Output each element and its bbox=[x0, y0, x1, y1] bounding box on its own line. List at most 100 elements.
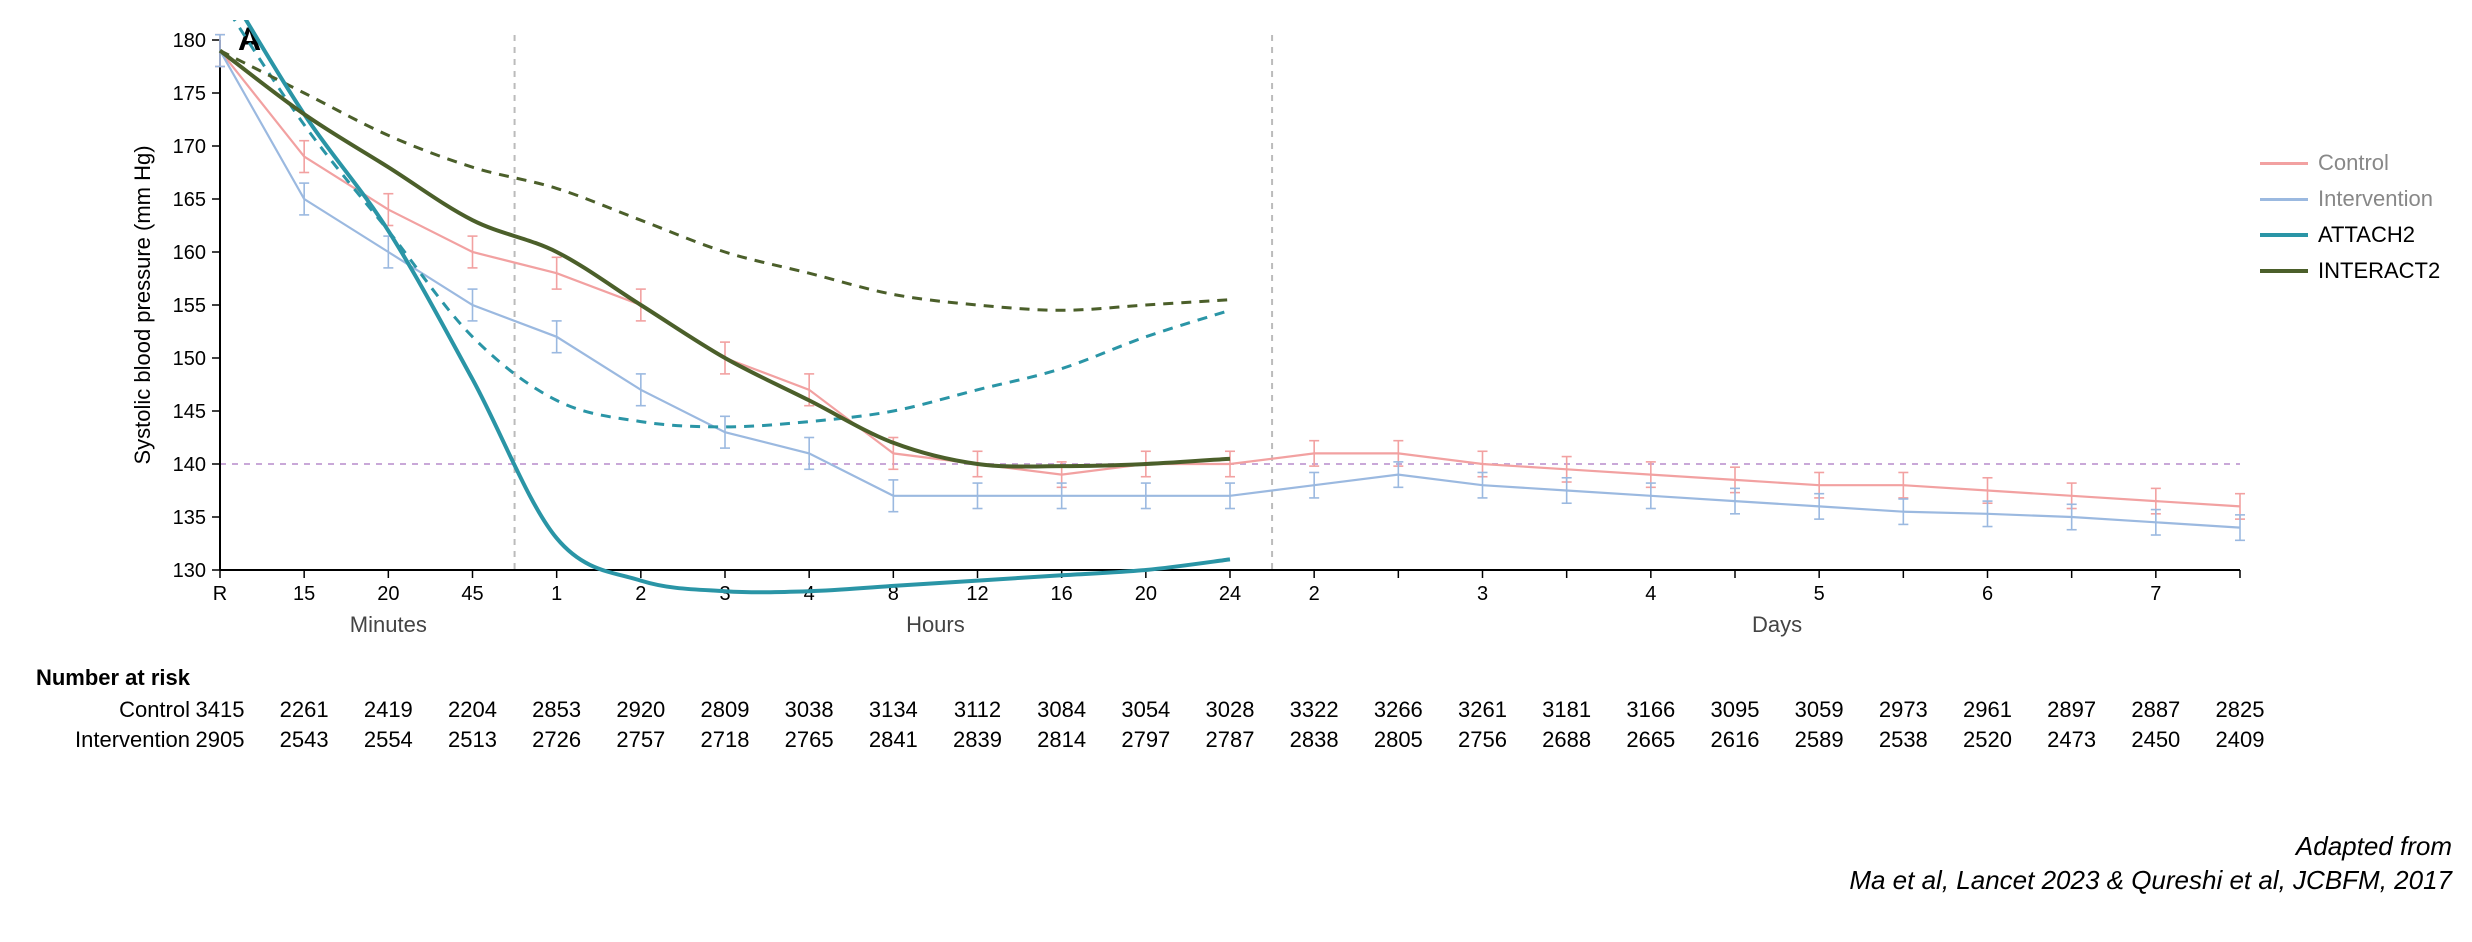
risk-cell: 2473 bbox=[2032, 727, 2112, 753]
risk-cell: 2718 bbox=[685, 727, 765, 753]
x-tick-label: 6 bbox=[1982, 583, 1993, 605]
legend-swatch bbox=[2260, 162, 2308, 165]
risk-cell: 2757 bbox=[601, 727, 681, 753]
x-section-label: Hours bbox=[906, 612, 965, 637]
risk-cell: 3095 bbox=[1695, 697, 1775, 723]
risk-cell: 2756 bbox=[1443, 727, 1523, 753]
risk-cell: 2543 bbox=[264, 727, 344, 753]
risk-cell: 2688 bbox=[1527, 727, 1607, 753]
risk-title: Number at risk bbox=[20, 665, 190, 691]
legend-item: Control bbox=[2260, 150, 2440, 176]
risk-cell: 2809 bbox=[685, 697, 765, 723]
x-tick-label: 12 bbox=[966, 583, 988, 605]
x-tick-label: R bbox=[213, 583, 227, 605]
y-tick-label: 180 bbox=[173, 30, 206, 52]
risk-cell: 2825 bbox=[2200, 697, 2280, 723]
y-tick-label: 155 bbox=[173, 295, 206, 317]
legend: Control Intervention ATTACH2 INTERACT2 bbox=[2260, 150, 2440, 294]
x-tick-label: 7 bbox=[2150, 583, 2161, 605]
y-tick-label: 130 bbox=[173, 560, 206, 582]
risk-cell: 3054 bbox=[1106, 697, 1186, 723]
x-section-label: Days bbox=[1752, 612, 1802, 637]
x-tick-label: 45 bbox=[461, 583, 483, 605]
attach2-solid-line bbox=[220, 20, 1230, 592]
risk-cell: 2726 bbox=[517, 727, 597, 753]
risk-cell: 2841 bbox=[853, 727, 933, 753]
line-chart: A130135140145150155160165170175180Systol… bbox=[20, 20, 2452, 640]
risk-cell: 3415 bbox=[180, 697, 260, 723]
x-tick-label: 20 bbox=[1135, 583, 1157, 605]
y-tick-label: 145 bbox=[173, 401, 206, 423]
risk-cell: 3181 bbox=[1527, 697, 1607, 723]
y-tick-label: 170 bbox=[173, 136, 206, 158]
risk-cell: 2450 bbox=[2116, 727, 2196, 753]
legend-label: INTERACT2 bbox=[2318, 258, 2440, 284]
x-tick-label: 2 bbox=[635, 583, 646, 605]
y-axis-title: Systolic blood pressure (mm Hg) bbox=[130, 145, 155, 464]
risk-row-label: Intervention bbox=[20, 727, 190, 753]
legend-swatch bbox=[2260, 198, 2308, 201]
risk-cell: 2853 bbox=[517, 697, 597, 723]
risk-cell: 3084 bbox=[1022, 697, 1102, 723]
risk-cell: 2204 bbox=[433, 697, 513, 723]
control-line bbox=[220, 51, 2240, 507]
x-tick-label: 4 bbox=[804, 583, 815, 605]
risk-cell: 2513 bbox=[433, 727, 513, 753]
x-tick-label: 20 bbox=[377, 583, 399, 605]
risk-cell: 2797 bbox=[1106, 727, 1186, 753]
y-tick-label: 150 bbox=[173, 348, 206, 370]
risk-cell: 2589 bbox=[1779, 727, 1859, 753]
risk-cell: 2897 bbox=[2032, 697, 2112, 723]
risk-cell: 2787 bbox=[1190, 727, 1270, 753]
chart-container: A130135140145150155160165170175180Systol… bbox=[20, 20, 2452, 922]
risk-cell: 2961 bbox=[1948, 697, 2028, 723]
risk-cell: 3112 bbox=[938, 697, 1018, 723]
risk-cell: 3134 bbox=[853, 697, 933, 723]
risk-cell: 3166 bbox=[1611, 697, 1691, 723]
x-tick-label: 24 bbox=[1219, 583, 1241, 605]
risk-cell: 2973 bbox=[1863, 697, 1943, 723]
risk-cell: 2520 bbox=[1948, 727, 2028, 753]
risk-cell: 2814 bbox=[1022, 727, 1102, 753]
risk-cell: 2905 bbox=[180, 727, 260, 753]
x-tick-label: 5 bbox=[1814, 583, 1825, 605]
x-tick-label: 16 bbox=[1051, 583, 1073, 605]
risk-cell: 2419 bbox=[348, 697, 428, 723]
y-tick-label: 160 bbox=[173, 242, 206, 264]
legend-label: Control bbox=[2318, 150, 2389, 176]
x-tick-label: 3 bbox=[719, 583, 730, 605]
risk-cell: 2838 bbox=[1274, 727, 1354, 753]
interact2-dash-line bbox=[220, 51, 1230, 311]
x-tick-label: 4 bbox=[1645, 583, 1656, 605]
risk-cell: 3038 bbox=[769, 697, 849, 723]
citation: Adapted from Ma et al, Lancet 2023 & Qur… bbox=[1849, 830, 2452, 898]
risk-cell: 2887 bbox=[2116, 697, 2196, 723]
y-tick-label: 135 bbox=[173, 507, 206, 529]
legend-item: Intervention bbox=[2260, 186, 2440, 212]
x-tick-label: 1 bbox=[551, 583, 562, 605]
risk-cell: 2554 bbox=[348, 727, 428, 753]
risk-cell: 2665 bbox=[1611, 727, 1691, 753]
risk-cell: 2839 bbox=[938, 727, 1018, 753]
legend-label: Intervention bbox=[2318, 186, 2433, 212]
risk-cell: 2409 bbox=[2200, 727, 2280, 753]
risk-cell: 2765 bbox=[769, 727, 849, 753]
x-tick-label: 2 bbox=[1309, 583, 1320, 605]
risk-cell: 2538 bbox=[1863, 727, 1943, 753]
risk-cell: 2261 bbox=[264, 697, 344, 723]
legend-swatch bbox=[2260, 269, 2308, 273]
legend-item: INTERACT2 bbox=[2260, 258, 2440, 284]
legend-item: ATTACH2 bbox=[2260, 222, 2440, 248]
x-tick-label: 15 bbox=[293, 583, 315, 605]
interact2-solid-line bbox=[220, 51, 1230, 467]
x-section-label: Minutes bbox=[350, 612, 427, 637]
risk-cell: 2920 bbox=[601, 697, 681, 723]
x-tick-label: 3 bbox=[1477, 583, 1488, 605]
risk-row-label: Control bbox=[20, 697, 190, 723]
legend-swatch bbox=[2260, 233, 2308, 237]
risk-cell: 2616 bbox=[1695, 727, 1775, 753]
risk-cell: 3322 bbox=[1274, 697, 1354, 723]
risk-cell: 3028 bbox=[1190, 697, 1270, 723]
risk-cell: 3266 bbox=[1358, 697, 1438, 723]
y-tick-label: 175 bbox=[173, 83, 206, 105]
